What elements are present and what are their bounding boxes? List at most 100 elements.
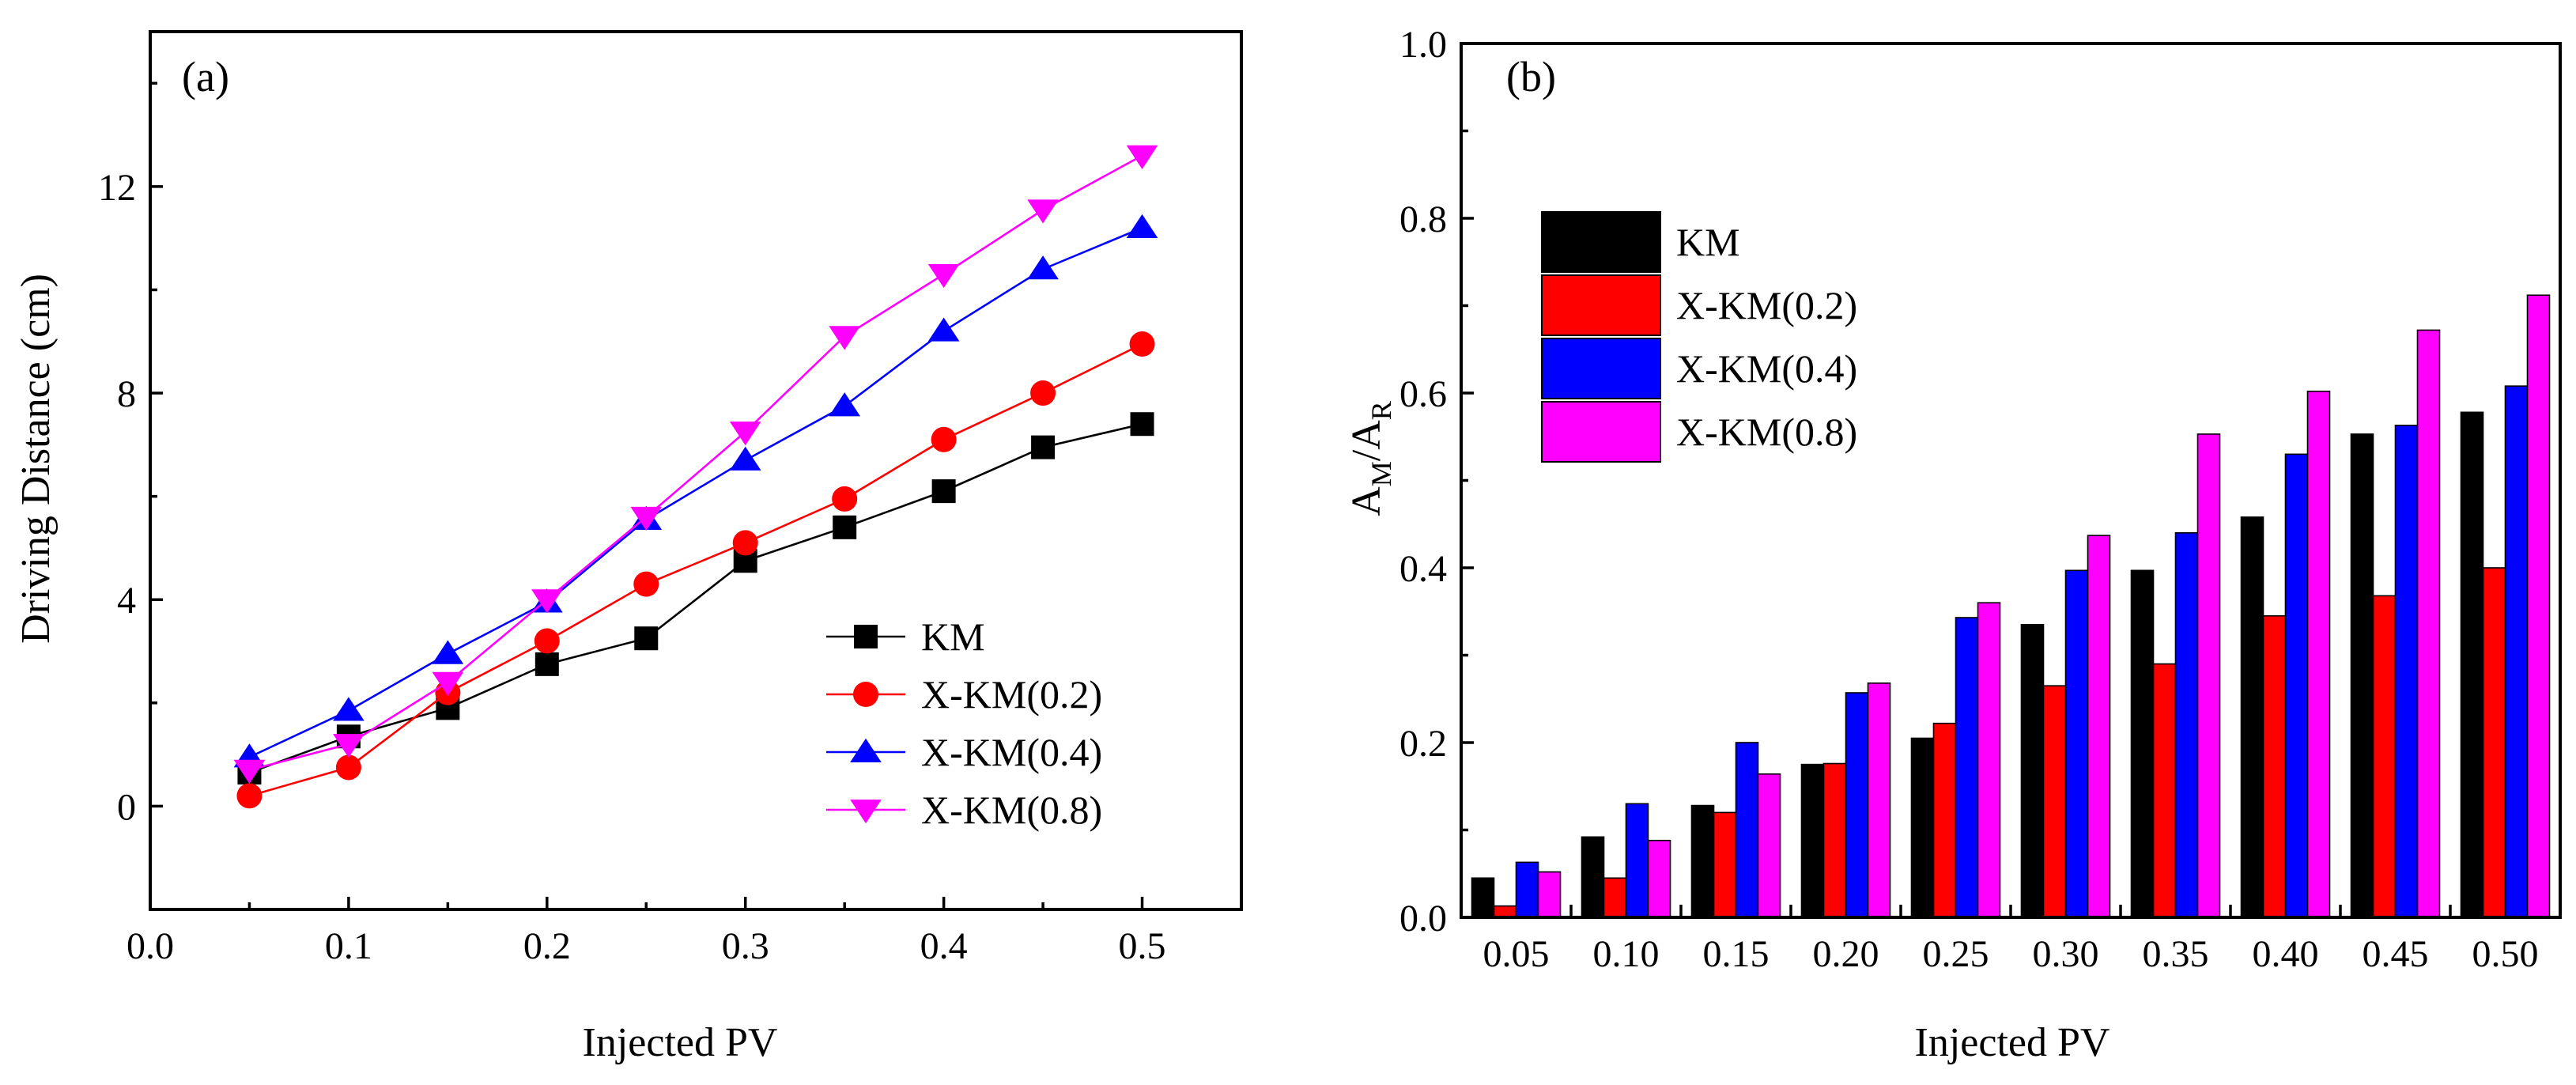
panel-b-bar-3-4 [1977,602,2001,918]
panel-b-bar-3-7 [2306,390,2331,918]
panel-a-point-3-6 [829,326,861,350]
panel-a-point-3-9 [1126,145,1158,169]
panel-a-xtick-label: 0.0 [127,925,174,967]
panel-a-point-2-1 [333,697,364,721]
panel-b-bar-chart: (b) Injected PV AM/AR 0.0 0.2 0.4 0.6 0.8 1.0… [1344,24,2562,1065]
panel-a-point-1-1 [335,754,361,781]
panel-a-point-1-8 [1030,380,1056,406]
panel-b-bar-1-4 [1932,722,1957,918]
panel-b-xtick-label: 0.50 [2472,933,2539,975]
panel-b-bar-3-3 [1867,682,1891,918]
panel-b-bar-0-4 [1910,737,1935,918]
panel-a-point-1-0 [236,783,263,809]
panel-b-bar-0-5 [2020,624,2045,918]
panel-a-legend-label-2: X-KM(0.4) [921,730,1102,774]
panel-b-bar-2-4 [1955,617,1979,918]
panel-a-point-0-8 [1031,435,1056,459]
panel-a-point-1-5 [732,530,758,556]
panel-a-point-3-2 [432,671,464,696]
panel-b-bar-0-1 [1581,836,1605,918]
panel-a-point-3-3 [531,589,563,614]
panel-b-bar-0-8 [2350,433,2374,918]
panel-b-xtick-label: 0.10 [1593,933,1660,975]
panel-b-bar-1-0 [1493,905,1517,918]
panel-a-legend: KM X-KM(0.2) X-KM(0.4) X-KM(0.8) [826,614,1102,832]
panel-a-point-0-9 [1130,412,1154,437]
panel-b-bar-2-6 [2174,531,2199,918]
panel-b-bar-1-3 [1822,762,1847,918]
panel-b-ylabel: AM/AR [1344,401,1397,516]
panel-b-ytick-label: 0.8 [1399,198,1447,240]
panel-b-bars [1471,294,2551,918]
panel-b-xtick-label: 0.25 [1923,933,1989,975]
panel-a-point-3-4 [630,506,663,531]
panel-a-point-0-6 [833,515,857,539]
panel-b-bar-2-1 [1625,803,1649,918]
panel-a-point-3-8 [1027,199,1059,224]
panel-a-point-1-9 [1129,331,1155,357]
panel-a-legend-label-1: X-KM(0.2) [921,672,1102,716]
panel-b-legend-label-1: X-KM(0.2) [1676,283,1857,327]
panel-a-xlabel: Injected PV [583,1020,778,1065]
panel-b-bar-1-5 [2042,685,2067,918]
panel-b-ytick-label: 1.0 [1399,24,1447,66]
panel-a-point-2-5 [729,446,761,471]
panel-a-legend-label-3: X-KM(0.8) [921,788,1102,832]
panel-b-bar-3-5 [2087,535,2111,918]
panel-a-frame [149,30,1243,911]
panel-a-point-1-7 [931,426,957,452]
panel-a-series-line-3 [249,154,1143,771]
panel-b-bar-2-3 [1845,692,1869,918]
panel-b-legend: KM X-KM(0.2) X-KM(0.4) X-KM(0.8) [1541,211,1857,463]
panel-b-bar-2-2 [1735,742,1759,918]
panel-a-legend-marker-0 [854,625,878,648]
panel-b-xtick-label: 0.15 [1703,933,1770,975]
panel-b-bar-1-6 [2152,663,2177,918]
panel-b-ytick-label: 0.6 [1399,373,1447,415]
panel-b-xtick-label: 0.35 [2143,933,2209,975]
panel-a-legend-label-0: KM [921,614,985,659]
panel-a-xtick-label: 0.3 [722,925,769,967]
panel-a-point-0-4 [634,626,659,651]
panel-b-legend-label-3: X-KM(0.8) [1676,410,1857,454]
panel-a-ytick-label: 0 [117,786,136,828]
panel-b-xtick-label: 0.40 [2253,933,2319,975]
panel-b-bar-3-2 [1757,773,1781,918]
panel-b-bar-3-6 [2196,433,2221,918]
panel-b-bar-3-9 [2526,294,2551,918]
panel-a-point-1-6 [832,486,858,512]
panel-a-line-chart: (a) Injected PV Driving Distance (cm) 0.… [13,30,1243,1065]
panel-b-ytick-label: 0.4 [1399,548,1447,590]
panel-b-bar-2-5 [2064,569,2089,918]
panel-a-point-2-6 [829,392,861,417]
panel-b-bar-1-1 [1603,877,1627,918]
panel-b-legend-swatch-0 [1541,211,1661,273]
panel-a-legend-marker-3 [850,800,882,824]
panel-b-xtick-label: 0.30 [2033,933,2099,975]
panel-b-xtick-label: 0.05 [1483,933,1550,975]
panel-b-bar-1-8 [2372,595,2397,918]
panel-a-ytick-label: 8 [117,373,136,415]
panel-a-label: (a) [182,53,229,100]
panel-a-point-2-8 [1027,255,1059,280]
panel-a-ytick-label: 4 [117,580,136,622]
panel-b-label: (b) [1506,53,1556,100]
panel-b-legend-label-2: X-KM(0.4) [1676,346,1857,391]
panel-b-legend-swatch-1 [1541,274,1661,336]
panel-b-ytick-label: 0.0 [1399,898,1447,939]
panel-b-bar-3-0 [1537,871,1562,918]
panel-a-point-3-7 [927,263,960,289]
panel-a-series-line-0 [249,422,1143,774]
panel-a-axes: 0.0 0.1 0.2 0.3 0.4 0.5 0 4 8 12 [98,81,1166,967]
panel-b-frame [1460,42,2562,919]
panel-a-series [233,145,1158,809]
panel-b-bar-1-9 [2482,567,2506,918]
panel-a-xtick-label: 0.2 [523,925,571,967]
panel-b-xtick-label: 0.45 [2363,933,2429,975]
panel-b-bar-0-6 [2130,569,2155,918]
panel-a-point-3-0 [233,759,266,784]
panel-a-point-3-5 [729,422,761,446]
panel-a-point-3-1 [333,734,364,758]
panel-b-ylabel-sep: /A [1344,420,1389,461]
